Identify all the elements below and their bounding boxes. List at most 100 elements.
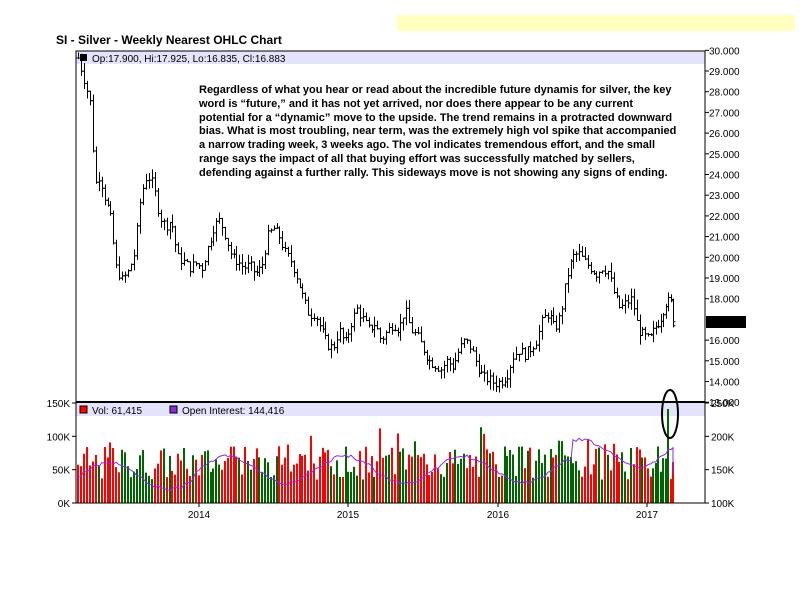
volume-bar — [238, 457, 240, 503]
ohlc-bar — [474, 346, 479, 367]
ohlc-bar — [427, 355, 432, 370]
ohlc-bar — [569, 259, 574, 279]
ohlc-bar — [640, 326, 645, 337]
ohlc-bar — [566, 267, 571, 293]
volume-bar — [639, 449, 641, 503]
x-axis: 2014 2015 2016 2017 — [188, 503, 659, 521]
ohlc-bar — [442, 360, 447, 379]
volume-bar — [466, 468, 468, 503]
price-panel: Op:17.900, Hi:17.925, Lo:16.835, Cl:16.8… — [75, 46, 746, 409]
volume-bar — [230, 446, 232, 503]
volume-bar — [498, 476, 500, 503]
volume-bar — [304, 454, 306, 503]
ohlc-bar — [292, 260, 297, 278]
ohlc-bar — [114, 239, 119, 269]
ohlc-bar — [410, 316, 415, 334]
ohlc-bar — [361, 307, 366, 323]
ohlc-bar — [577, 243, 582, 261]
ohlc-bar — [626, 294, 631, 309]
volume-bar — [655, 462, 657, 503]
volume-bar — [136, 469, 138, 503]
volume-bar — [139, 455, 141, 503]
ohlc-bar — [390, 322, 395, 335]
volume-bar — [92, 461, 94, 503]
ohlc-bar — [401, 317, 406, 331]
volume-bar — [373, 476, 375, 503]
volume-bar — [665, 458, 667, 503]
volume-bar — [201, 454, 203, 503]
volume-bar — [561, 441, 563, 503]
x-tick-label: 2016 — [487, 510, 510, 521]
ohlc-bar — [211, 225, 216, 247]
ohlc-bar — [266, 224, 271, 256]
volume-bar — [397, 433, 399, 503]
volume-bar — [250, 469, 252, 503]
ohlc-bar — [191, 254, 196, 274]
volume-bar — [319, 456, 321, 503]
volume-bar — [362, 479, 364, 503]
ohlc-bar — [240, 254, 245, 275]
volume-bar — [379, 428, 381, 503]
volume-bar — [244, 446, 246, 503]
ohlc-bar — [398, 313, 403, 341]
ohlc-bar — [255, 265, 260, 277]
ohlc-bar — [497, 378, 502, 393]
volume-bar — [177, 453, 179, 503]
ohlc-bar — [332, 341, 337, 351]
ohlc-bar — [283, 241, 288, 253]
volume-bar — [644, 457, 646, 503]
volume-bar — [672, 462, 674, 503]
ohlc-bar — [623, 294, 628, 314]
volume-bar — [347, 471, 349, 503]
volume-bar — [296, 463, 298, 503]
volume-bar — [405, 469, 407, 503]
ohlc-bar — [620, 299, 625, 310]
volume-bar — [169, 455, 171, 503]
price-y-tick-label: 15.000 — [709, 357, 740, 368]
volume-bar — [564, 455, 566, 503]
volume-bar — [221, 469, 223, 503]
volume-bar — [584, 466, 586, 503]
volume-bar — [475, 456, 477, 503]
ohlc-bar — [338, 321, 343, 343]
volume-bar — [186, 468, 188, 503]
ohlc-bar — [165, 217, 170, 236]
volume-bar — [353, 466, 355, 503]
ohlc-bar — [500, 377, 505, 389]
ohlc-bar — [329, 339, 334, 359]
ohlc-bar — [494, 375, 499, 393]
ohlc-bar — [206, 245, 211, 266]
ohlc-bar — [234, 245, 239, 271]
volume-bar — [529, 447, 531, 503]
volume-bar — [538, 449, 540, 503]
volume-bar — [98, 465, 100, 503]
volume-bar — [107, 457, 109, 503]
volume-bar — [324, 452, 326, 503]
volume-bar — [270, 477, 272, 503]
ohlc-bar — [352, 308, 357, 332]
volume-bar — [180, 460, 182, 503]
volume-bar — [189, 475, 191, 503]
ohlc-bar — [491, 372, 496, 391]
ohlc-bar — [252, 261, 257, 281]
ohlc-bar — [135, 222, 140, 260]
ohlc-bar — [298, 278, 303, 289]
volume-bar — [667, 409, 669, 503]
ohlc-bar — [517, 353, 522, 362]
volume-bar — [593, 464, 595, 503]
ohlc-bar — [260, 256, 265, 275]
open-interest-line — [77, 437, 674, 492]
ohlc-bar — [465, 338, 470, 344]
price-bars — [76, 52, 676, 393]
volume-bar — [657, 446, 659, 503]
ohlc-bar — [445, 356, 450, 373]
ohlc-bar — [277, 226, 282, 244]
ohlc-bar — [188, 261, 193, 277]
volume-bar — [552, 457, 554, 503]
ohlc-bar — [153, 171, 158, 197]
ohlc-bar — [540, 314, 545, 340]
ohlc-bar — [300, 283, 305, 299]
volume-bar — [356, 475, 358, 503]
volume-bar — [555, 454, 557, 503]
price-y-tick-label: 24.000 — [709, 171, 740, 182]
